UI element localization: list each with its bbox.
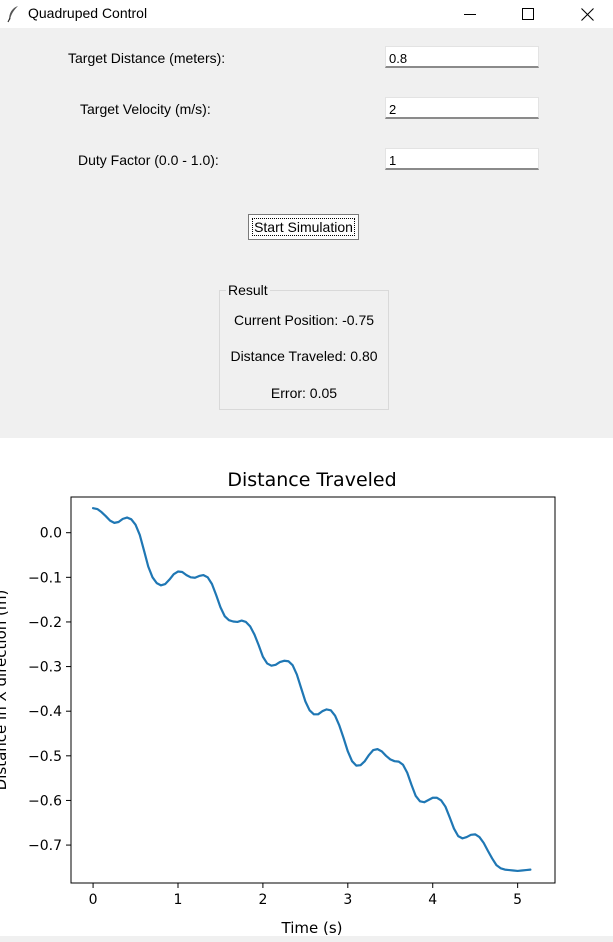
x-tick-label: 5	[513, 892, 522, 908]
start-simulation-label: Start Simulation	[252, 218, 355, 236]
y-tick-label: −0.3	[28, 660, 62, 676]
start-simulation-button[interactable]: Start Simulation	[248, 214, 359, 240]
error-text: Error: 0.05	[270, 385, 338, 401]
x-tick-label: 4	[428, 892, 437, 908]
y-tick-label: −0.2	[28, 615, 62, 631]
plot-frame	[70, 496, 556, 884]
distance-chart: Distance Traveled 0 1 2 3 4 5 0.0 −0.1 −0.2 −0.3…	[0, 469, 556, 937]
result-group-title: Result	[226, 282, 270, 298]
minimize-button[interactable]	[447, 0, 493, 28]
duty-factor-input[interactable]	[385, 148, 539, 170]
y-tick-label: 0.0	[40, 526, 62, 542]
y-tick-label: −0.5	[28, 749, 62, 765]
bottom-strip	[0, 936, 613, 942]
feather-icon	[7, 6, 18, 23]
distance-traveled-text: Distance Traveled: 0.80	[230, 348, 378, 364]
maximize-icon	[522, 8, 534, 20]
result-group: Result Current Position: -0.75 Distance …	[219, 282, 389, 410]
y-tick-label: −0.1	[28, 570, 62, 586]
y-tick-label: −0.4	[28, 704, 62, 720]
target-velocity-input[interactable]	[385, 97, 539, 119]
duty-factor-label: Duty Factor (0.0 - 1.0):	[78, 152, 219, 168]
target-distance-input[interactable]	[385, 46, 539, 68]
window-title: Quadruped Control	[28, 5, 148, 21]
close-icon	[580, 7, 594, 21]
x-tick-label: 1	[174, 892, 183, 908]
title-bar: Quadruped Control	[0, 0, 613, 28]
control-form: Target Distance (meters): Target Velocit…	[0, 28, 613, 438]
y-tick-label: −0.6	[28, 793, 62, 809]
y-axis-label: Distance in X direction (m)	[0, 590, 10, 791]
y-tick-label: −0.7	[28, 838, 62, 854]
x-tick-label: 0	[89, 892, 98, 908]
chart-title: Distance Traveled	[227, 469, 396, 491]
x-tick-label: 3	[343, 892, 352, 908]
minimize-icon	[464, 14, 476, 15]
target-velocity-label: Target Velocity (m/s):	[80, 101, 211, 117]
close-button[interactable]	[564, 0, 610, 28]
chart-area: Distance Traveled 0 1 2 3 4 5 0.0 −0.1 −0.2 −0.3…	[0, 438, 613, 938]
x-axis-label: Time (s)	[281, 919, 343, 937]
x-tick-label: 2	[258, 892, 267, 908]
target-distance-label: Target Distance (meters):	[68, 50, 226, 66]
series-line	[91, 507, 532, 873]
current-position-text: Current Position: -0.75	[233, 312, 375, 328]
maximize-button[interactable]	[505, 0, 551, 28]
